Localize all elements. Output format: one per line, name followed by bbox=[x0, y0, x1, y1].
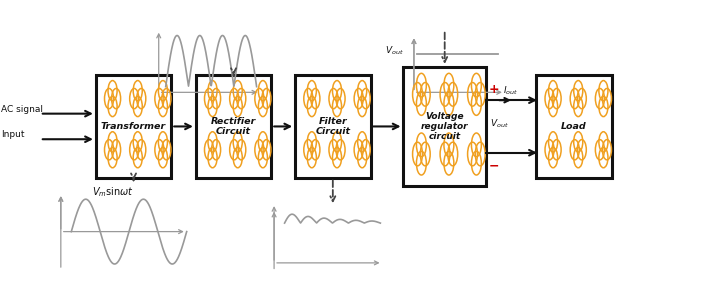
Text: Load: Load bbox=[561, 122, 587, 131]
Text: +: + bbox=[489, 83, 499, 96]
Text: $V_{out}$: $V_{out}$ bbox=[385, 45, 404, 57]
FancyBboxPatch shape bbox=[295, 75, 371, 178]
Text: Filter
Circuit: Filter Circuit bbox=[315, 117, 350, 136]
Text: Voltage
regulator
circuit: Voltage regulator circuit bbox=[421, 112, 468, 141]
FancyBboxPatch shape bbox=[536, 75, 612, 178]
Text: Rectifier
Circuit: Rectifier Circuit bbox=[211, 117, 256, 136]
Text: $I_{out}$: $I_{out}$ bbox=[503, 85, 519, 97]
Text: AC signal: AC signal bbox=[1, 105, 44, 114]
Text: Input: Input bbox=[1, 131, 25, 139]
FancyBboxPatch shape bbox=[404, 67, 486, 186]
FancyBboxPatch shape bbox=[95, 75, 171, 178]
Text: $V_{out}$: $V_{out}$ bbox=[490, 117, 509, 130]
FancyBboxPatch shape bbox=[196, 75, 271, 178]
Text: Transformer: Transformer bbox=[101, 122, 166, 131]
Text: $V_m$sin$\omega t$: $V_m$sin$\omega t$ bbox=[92, 185, 134, 199]
Text: −: − bbox=[489, 160, 499, 173]
